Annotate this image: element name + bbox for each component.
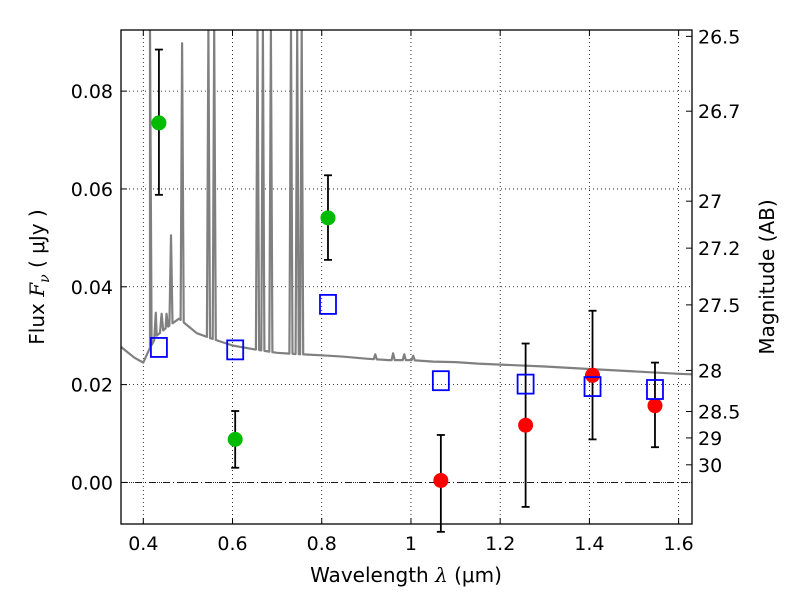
y2-tick-label: 28 <box>698 360 722 382</box>
data-point <box>518 417 534 433</box>
y2-tick-label: 28.5 <box>698 402 740 424</box>
y2-tick-label: 26.5 <box>698 26 740 48</box>
y-axis-label: Flux Fν ( μJy ) <box>25 209 53 344</box>
model-flux-square <box>319 293 337 315</box>
data-point <box>585 367 601 383</box>
model-flux-square <box>150 337 168 358</box>
y2-tick-label: 27.5 <box>698 295 740 317</box>
y2-axis-ticks: 26.5 26.7 27 27.2 27.5 28 28.5 29 30 <box>686 26 740 477</box>
x-tick-label: 0.6 <box>217 533 247 555</box>
y2-tick-label: 29 <box>698 428 722 450</box>
data-point <box>433 472 449 488</box>
spectrum-line <box>121 30 692 376</box>
plot-frame <box>120 29 693 525</box>
data-point <box>151 115 167 131</box>
x-tick-label: 0.4 <box>128 533 158 555</box>
y2-axis-label: Magnitude (AB) <box>755 199 779 354</box>
model-flux-square <box>516 373 535 395</box>
x-tick-label: 0.8 <box>307 533 337 555</box>
y-tick-label: 0.08 <box>71 81 113 103</box>
y2-tick-label: 27.2 <box>698 238 740 260</box>
data-markers <box>150 115 664 488</box>
data-point <box>320 210 336 226</box>
model-flux-square <box>431 370 450 392</box>
y-tick-label: 0.06 <box>71 179 113 201</box>
x-tick-label: 1.6 <box>664 533 694 555</box>
y2-tick-label: 27 <box>698 191 722 213</box>
x-tick-label: 1 <box>405 533 417 555</box>
x-axis-ticks: 0.4 0.6 0.8 1 1.2 1.4 1.6 <box>128 30 694 555</box>
model-flux-square <box>226 339 245 361</box>
model-flux-square <box>583 376 602 397</box>
y-tick-label: 0.02 <box>71 375 113 397</box>
y2-tick-label: 30 <box>698 455 722 477</box>
model-spectrum <box>121 30 692 376</box>
y-axis-ticks: 0.00 0.02 0.04 0.06 0.08 <box>71 81 127 494</box>
y-tick-label: 0.00 <box>71 472 113 494</box>
data-point <box>647 398 663 414</box>
x-tick-label: 1.2 <box>485 533 515 555</box>
x-axis-label: Wavelength λ (μm) <box>310 563 502 587</box>
y-tick-label: 0.04 <box>71 277 113 299</box>
y2-tick-label: 26.7 <box>698 101 740 123</box>
data-point <box>227 431 243 447</box>
x-tick-label: 1.4 <box>574 533 604 555</box>
model-flux-square <box>646 379 664 400</box>
